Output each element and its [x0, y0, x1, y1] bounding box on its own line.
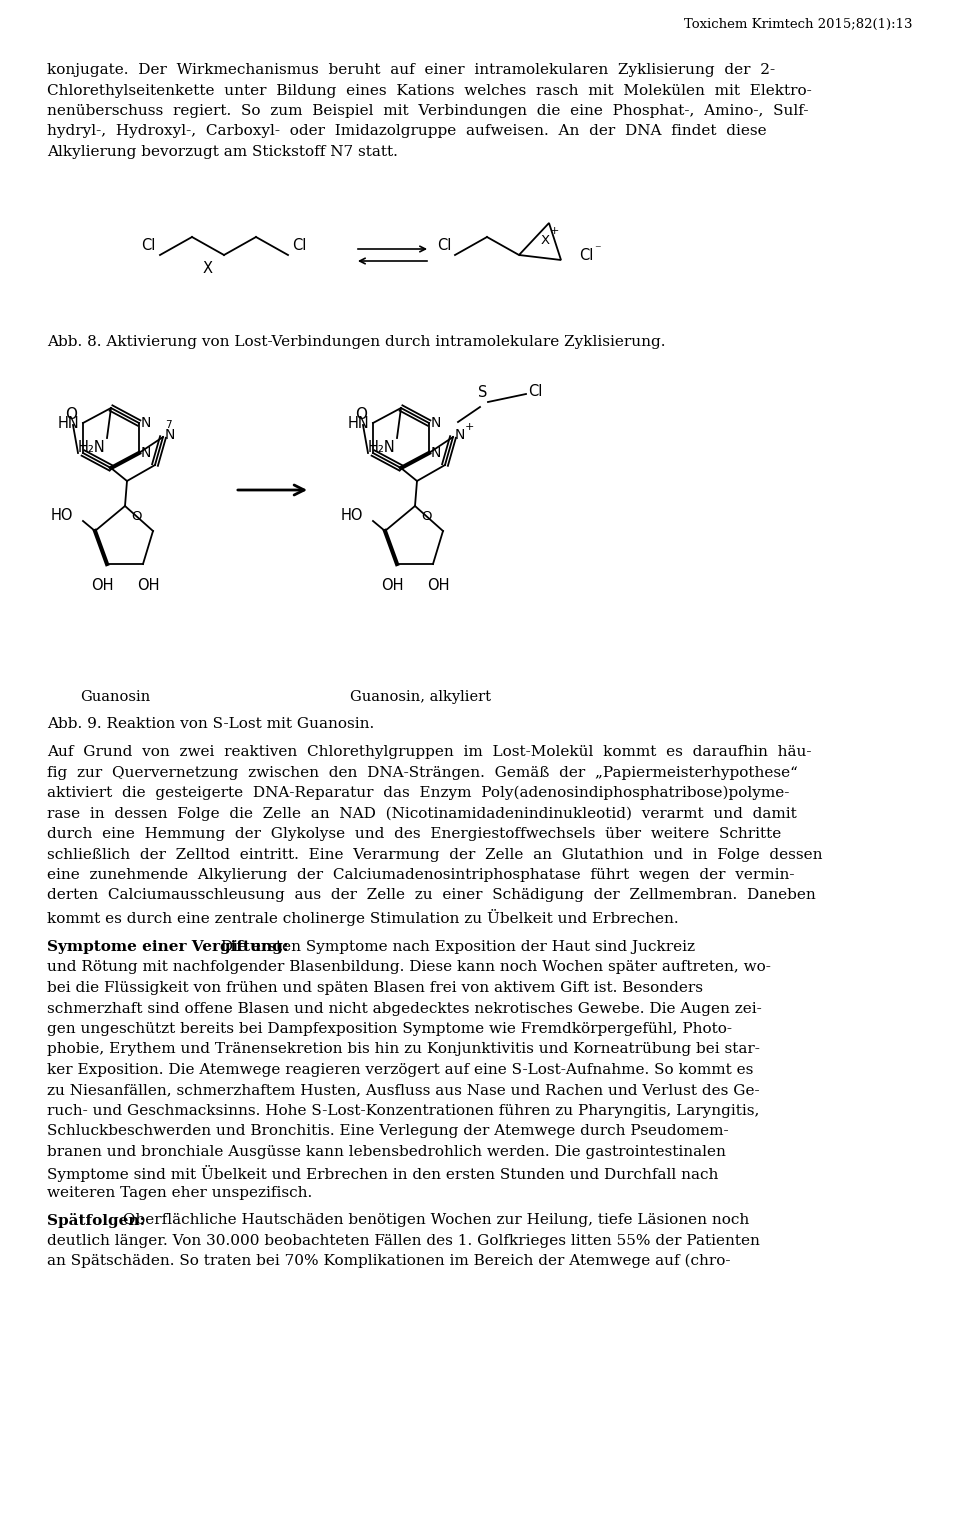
Text: Abb. 8. Aktivierung von Lost-Verbindungen durch intramolekulare Zyklisierung.: Abb. 8. Aktivierung von Lost-Verbindunge…	[47, 336, 665, 349]
Text: N: N	[431, 446, 442, 460]
Text: zu Niesanfällen, schmerzhaftem Husten, Ausfluss aus Nase und Rachen und Verlust : zu Niesanfällen, schmerzhaftem Husten, A…	[47, 1083, 759, 1097]
Text: Cl: Cl	[142, 239, 156, 252]
Text: 7: 7	[165, 420, 172, 429]
Text: deutlich länger. Von 30.000 beobachteten Fällen des 1. Golfkrieges litten 55% de: deutlich länger. Von 30.000 beobachteten…	[47, 1233, 760, 1248]
Text: Abb. 9. Reaktion von S-Lost mit Guanosin.: Abb. 9. Reaktion von S-Lost mit Guanosin…	[47, 717, 374, 731]
Text: N: N	[141, 416, 152, 429]
Text: Oberflächliche Hautschäden benötigen Wochen zur Heilung, tiefe Läsionen noch: Oberflächliche Hautschäden benötigen Woc…	[118, 1213, 750, 1227]
Text: und Rötung mit nachfolgender Blasenbildung. Diese kann noch Wochen später auftre: und Rötung mit nachfolgender Blasenbildu…	[47, 960, 771, 974]
Text: nenüberschuss  regiert.  So  zum  Beispiel  mit  Verbindungen  die  eine  Phosph: nenüberschuss regiert. So zum Beispiel m…	[47, 105, 808, 119]
Text: an Spätschäden. So traten bei 70% Komplikationen im Bereich der Atemwege auf (ch: an Spätschäden. So traten bei 70% Kompli…	[47, 1254, 731, 1268]
Text: schließlich  der  Zelltod  eintritt.  Eine  Verarmung  der  Zelle  an  Glutathio: schließlich der Zelltod eintritt. Eine V…	[47, 848, 823, 862]
Text: branen und bronchiale Ausgüsse kann lebensbedrohlich werden. Die gastrointestina: branen und bronchiale Ausgüsse kann lebe…	[47, 1145, 726, 1159]
Text: +: +	[465, 422, 474, 432]
Text: H₂N: H₂N	[77, 440, 105, 456]
Text: phobie, Erythem und Tränensekretion bis hin zu Konjunktivitis und Korneatrübung : phobie, Erythem und Tränensekretion bis …	[47, 1042, 760, 1056]
Text: schmerzhaft sind offene Blasen und nicht abgedecktes nekrotisches Gewebe. Die Au: schmerzhaft sind offene Blasen und nicht…	[47, 1002, 761, 1016]
Text: konjugate.  Der  Wirkmechanismus  beruht  auf  einer  intramolekularen  Zyklisie: konjugate. Der Wirkmechanismus beruht au…	[47, 63, 775, 77]
Text: Cl: Cl	[437, 239, 451, 252]
Text: Auf  Grund  von  zwei  reaktiven  Chlorethylgruppen  im  Lost-Molekül  kommt  es: Auf Grund von zwei reaktiven Chlorethylg…	[47, 745, 811, 759]
Text: O: O	[132, 509, 142, 523]
Text: Schluckbeschwerden und Bronchitis. Eine Verlegung der Atemwege durch Pseudomem-: Schluckbeschwerden und Bronchitis. Eine …	[47, 1125, 729, 1139]
Text: O: O	[65, 406, 77, 422]
Text: weiteren Tagen eher unspezifisch.: weiteren Tagen eher unspezifisch.	[47, 1187, 312, 1200]
Text: hydryl-,  Hydroxyl-,  Carboxyl-  oder  Imidazolgruppe  aufweisen.  An  der  DNA : hydryl-, Hydroxyl-, Carboxyl- oder Imida…	[47, 125, 767, 139]
Text: gen ungeschützt bereits bei Dampfexposition Symptome wie Fremdkörpergefühl, Phot: gen ungeschützt bereits bei Dampfexposit…	[47, 1022, 732, 1036]
Text: OH: OH	[136, 579, 159, 593]
Text: Cl: Cl	[292, 239, 306, 252]
Text: HN: HN	[58, 416, 79, 431]
Text: eine  zunehmende  Alkylierung  der  Calciumadenosintriphosphatase  führt  wegen : eine zunehmende Alkylierung der Calciuma…	[47, 868, 795, 882]
Text: ⁻: ⁻	[594, 243, 601, 257]
Text: N: N	[455, 428, 466, 442]
Text: S: S	[478, 385, 488, 400]
Text: OH: OH	[91, 579, 113, 593]
Text: N: N	[165, 428, 176, 442]
Text: O: O	[355, 406, 367, 422]
Text: Toxichem Krimtech 2015;82(1):13: Toxichem Krimtech 2015;82(1):13	[684, 18, 913, 31]
Text: N: N	[141, 446, 152, 460]
Text: Guanosin: Guanosin	[80, 689, 150, 703]
Text: bei die Flüssigkeit von frühen und späten Blasen frei von aktivem Gift ist. Beso: bei die Flüssigkeit von frühen und späte…	[47, 980, 703, 996]
Text: rase  in  dessen  Folge  die  Zelle  an  NAD  (Nicotinamidadenindinukleotid)  ve: rase in dessen Folge die Zelle an NAD (N…	[47, 806, 797, 820]
Text: Cl: Cl	[528, 385, 542, 400]
Text: +: +	[549, 226, 559, 235]
Text: kommt es durch eine zentrale cholinerge Stimulation zu Übelkeit und Erbrechen.: kommt es durch eine zentrale cholinerge …	[47, 910, 679, 926]
Text: Spätfolgen:: Spätfolgen:	[47, 1213, 145, 1228]
Text: OH: OH	[381, 579, 403, 593]
Text: Cl: Cl	[579, 248, 593, 263]
Text: HN: HN	[348, 416, 369, 431]
Text: OH: OH	[427, 579, 449, 593]
Text: N: N	[431, 416, 442, 429]
Text: fig  zur  Quervernetzung  zwischen  den  DNA-Strängen.  Gemäß  der  „Papiermeist: fig zur Quervernetzung zwischen den DNA-…	[47, 765, 798, 779]
Text: X: X	[203, 262, 213, 275]
Text: Chlorethylseitenkette  unter  Bildung  eines  Kations  welches  rasch  mit  Mole: Chlorethylseitenkette unter Bildung eine…	[47, 83, 812, 97]
Text: derten  Calciumausschleusung  aus  der  Zelle  zu  einer  Schädigung  der  Zellm: derten Calciumausschleusung aus der Zell…	[47, 888, 816, 902]
Text: ker Exposition. Die Atemwege reagieren verzögert auf eine S-Lost-Aufnahme. So ko: ker Exposition. Die Atemwege reagieren v…	[47, 1063, 754, 1077]
Text: X: X	[540, 234, 549, 248]
Text: Die ersten Symptome nach Exposition der Haut sind Juckreiz: Die ersten Symptome nach Exposition der …	[216, 940, 695, 954]
Text: ruch- und Geschmacksinns. Hohe S-Lost-Konzentrationen führen zu Pharyngitis, Lar: ruch- und Geschmacksinns. Hohe S-Lost-Ko…	[47, 1103, 759, 1117]
Text: Guanosin, alkyliert: Guanosin, alkyliert	[349, 689, 491, 703]
Text: Symptome einer Vergiftung:: Symptome einer Vergiftung:	[47, 940, 289, 954]
Text: H₂N: H₂N	[368, 440, 395, 456]
Text: O: O	[421, 509, 432, 523]
Text: HO: HO	[51, 508, 73, 523]
Text: HO: HO	[341, 508, 363, 523]
Text: Symptome sind mit Übelkeit und Erbrechen in den ersten Stunden und Durchfall nac: Symptome sind mit Übelkeit und Erbrechen…	[47, 1165, 718, 1182]
Text: aktiviert  die  gesteigerte  DNA-Reparatur  das  Enzym  Poly(adenosindiphosphatr: aktiviert die gesteigerte DNA-Reparatur …	[47, 786, 789, 800]
Text: durch  eine  Hemmung  der  Glykolyse  und  des  Energiestoffwechsels  über  weit: durch eine Hemmung der Glykolyse und des…	[47, 826, 781, 840]
Text: Alkylierung bevorzugt am Stickstoff N7 statt.: Alkylierung bevorzugt am Stickstoff N7 s…	[47, 145, 397, 159]
